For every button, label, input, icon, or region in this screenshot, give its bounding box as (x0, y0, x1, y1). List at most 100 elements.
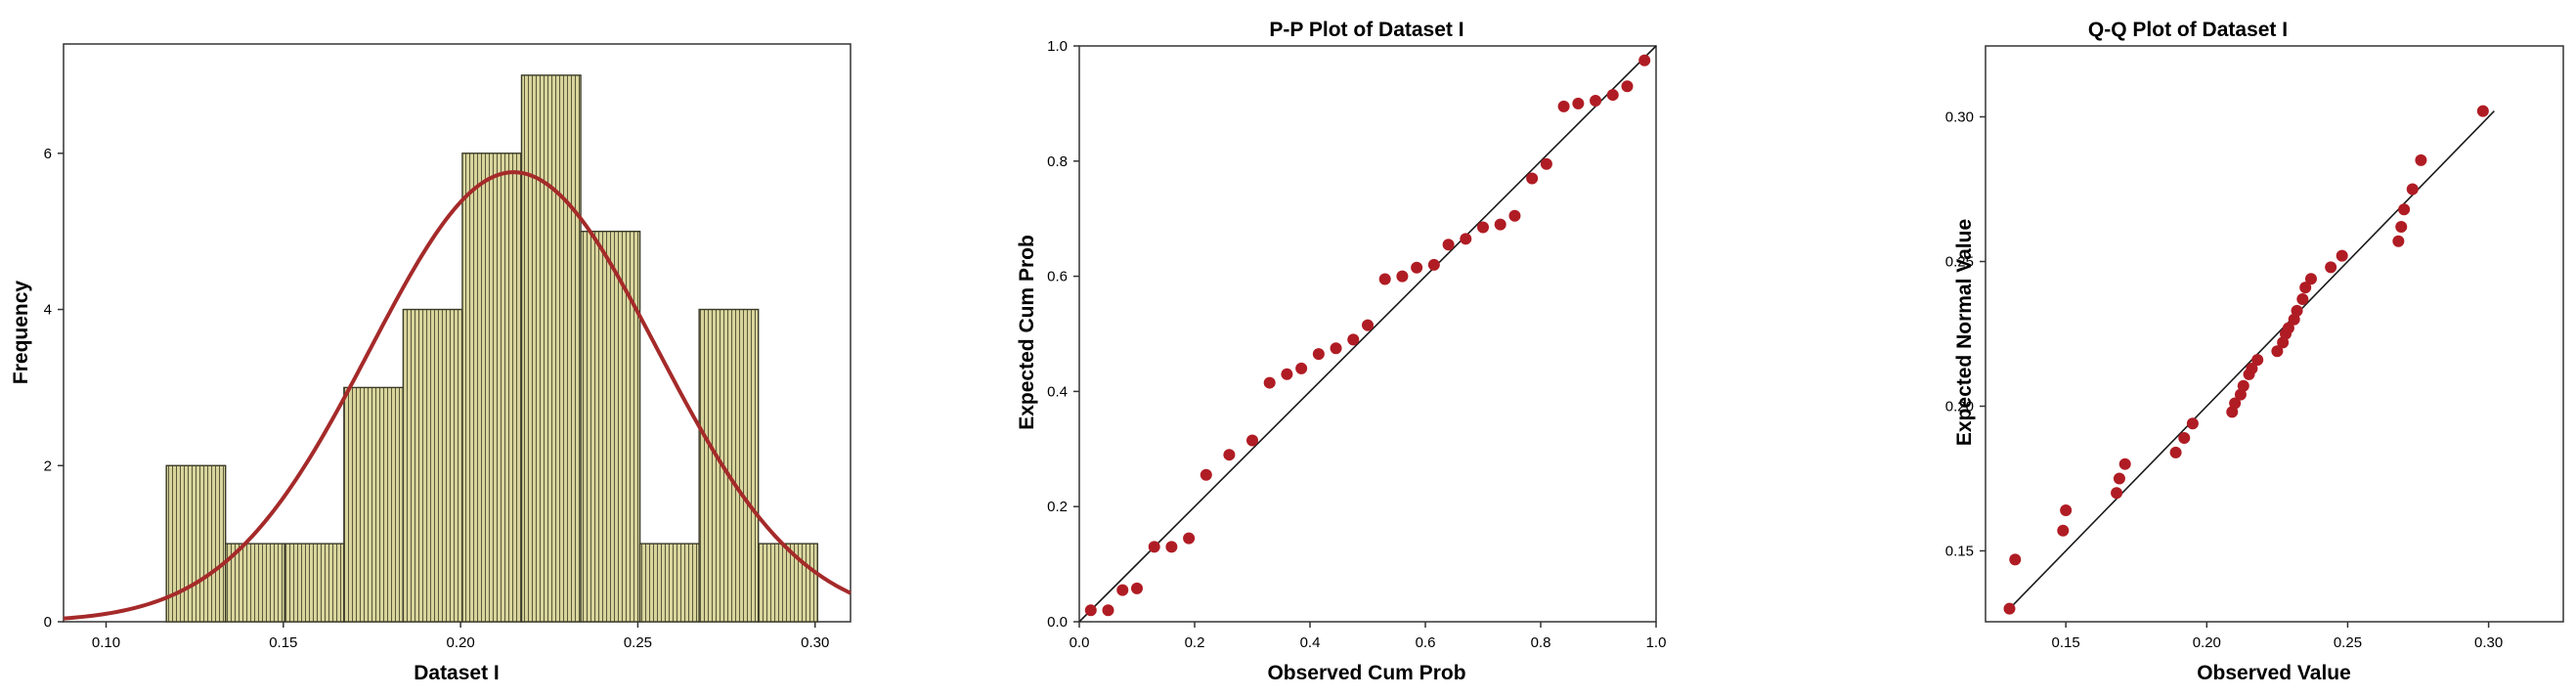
pp-point (1183, 532, 1196, 545)
qq-y-tick-label: 0.20 (1945, 398, 1974, 414)
pp-x-ticks: 0.0 0.2 0.4 0.6 0.8 1.0 (1070, 622, 1667, 651)
qq-points (2003, 105, 2489, 615)
qq-point (2336, 249, 2348, 262)
pp-point (1102, 604, 1114, 617)
pp-point (1557, 100, 1570, 112)
histogram-x-tick-label: 0.25 (624, 634, 652, 651)
histogram-bar (520, 74, 582, 623)
histogram-x-axis-label: Dataset I (414, 662, 500, 684)
pp-point (1148, 541, 1160, 553)
qq-point (2118, 458, 2131, 470)
histogram-y-tick-label: 0 (44, 614, 52, 631)
pp-reference-line (1078, 45, 1657, 623)
histogram-y-axis-label: Frequency (10, 281, 32, 385)
pp-y-axis-label: Expected Cum Prob (1016, 235, 1038, 430)
pp-point (1131, 582, 1143, 594)
pp-point (1396, 270, 1409, 283)
histogram-bar (698, 308, 760, 623)
pp-plot-panel: P-P Plot of Dataset I 0.0 0.2 0.4 0.6 0.8 1.0… (1016, 19, 1666, 684)
pp-point (1246, 434, 1258, 447)
histogram-bar (343, 386, 405, 623)
qq-point (2246, 363, 2258, 375)
pp-x-axis-label: Observed Cum Prob (1267, 662, 1465, 684)
pp-point (1281, 368, 1293, 380)
qq-x-ticks: 0.15 0.20 0.25 0.30 (2052, 622, 2503, 651)
pp-points (1084, 54, 1651, 617)
pp-point (1378, 273, 1391, 285)
histogram-bar (758, 543, 818, 623)
histogram-bar (580, 230, 641, 623)
pp-x-tick-label: 0.6 (1416, 634, 1436, 651)
pp-plot-title: P-P Plot of Dataset I (1269, 19, 1463, 41)
qq-point (2325, 261, 2337, 274)
histogram-x-tick-label: 0.10 (92, 634, 120, 651)
qq-point (2282, 322, 2294, 334)
pp-point (1442, 239, 1455, 251)
pp-y-tick-label: 0.4 (1047, 383, 1068, 400)
qq-point (2476, 105, 2489, 117)
pp-y-tick-label: 0.6 (1047, 269, 1068, 285)
pp-point (1084, 604, 1097, 617)
normal-curve (63, 170, 851, 621)
pp-y-tick-label: 0.0 (1047, 614, 1068, 631)
histogram-bars (165, 74, 818, 623)
histogram-x-tick-label: 0.30 (801, 634, 829, 651)
qq-point (2398, 203, 2411, 216)
qq-point (2299, 282, 2312, 294)
pp-point (1508, 209, 1521, 222)
histogram-x-tick-label: 0.20 (447, 634, 475, 651)
pp-point (1621, 80, 1634, 93)
histogram-bar (461, 153, 523, 623)
qq-plot-panel: Q-Q Plot of Dataset I 0.15 0.20 0.25 0.30 0… (1945, 19, 2564, 684)
histogram-bar (284, 543, 345, 623)
pp-point (1223, 449, 1236, 461)
pp-x-tick-label: 0.0 (1070, 634, 1090, 651)
histogram-y-tick-label: 4 (44, 302, 52, 319)
pp-x-tick-label: 0.8 (1531, 634, 1551, 651)
histogram-x-ticks: 0.10 0.15 0.20 0.25 0.30 (92, 622, 829, 651)
pp-point (1200, 468, 1212, 481)
qq-x-tick-label: 0.30 (2474, 634, 2503, 651)
qq-point (2229, 397, 2242, 410)
qq-point (2395, 220, 2408, 233)
qq-point (2237, 379, 2249, 392)
qq-point (2057, 524, 2070, 537)
histogram-bar (402, 308, 463, 623)
pp-y-tick-label: 0.8 (1047, 153, 1068, 170)
pp-point (1638, 54, 1651, 66)
pp-point (1347, 333, 1360, 346)
qq-point (2169, 446, 2182, 458)
pp-point (1477, 221, 1489, 234)
qq-point (2251, 354, 2264, 367)
qq-point (2178, 432, 2191, 445)
histogram-y-ticks: 0 2 4 6 (44, 146, 64, 631)
qq-y-tick-label: 0.25 (1945, 254, 1974, 271)
pp-x-tick-label: 0.4 (1300, 634, 1321, 651)
qq-y-tick-label: 0.30 (1945, 109, 1974, 126)
qq-point (2291, 304, 2303, 317)
qq-plot-frame (1985, 45, 2564, 623)
pp-point (1494, 218, 1506, 231)
qq-point (2271, 345, 2284, 358)
histogram-y-tick-label: 6 (44, 146, 52, 162)
pp-point (1330, 342, 1342, 355)
pp-x-tick-label: 1.0 (1646, 634, 1667, 651)
pp-y-tick-label: 0.2 (1047, 499, 1068, 515)
qq-point (2113, 472, 2125, 485)
qq-x-axis-label: Observed Value (2197, 662, 2351, 684)
pp-point (1116, 584, 1129, 596)
pp-point (1590, 94, 1602, 107)
qq-point (2111, 487, 2123, 500)
qq-point (2003, 602, 2016, 615)
qq-x-tick-label: 0.25 (2334, 634, 2362, 651)
qq-point (2296, 292, 2309, 305)
qq-point (2392, 235, 2405, 247)
qq-point (2304, 273, 2317, 285)
pp-point (1572, 97, 1585, 109)
pp-point (1540, 157, 1552, 170)
qq-point (2406, 183, 2419, 196)
pp-point (1526, 172, 1539, 185)
pp-y-tick-label: 1.0 (1047, 38, 1068, 55)
pp-point (1312, 348, 1325, 361)
